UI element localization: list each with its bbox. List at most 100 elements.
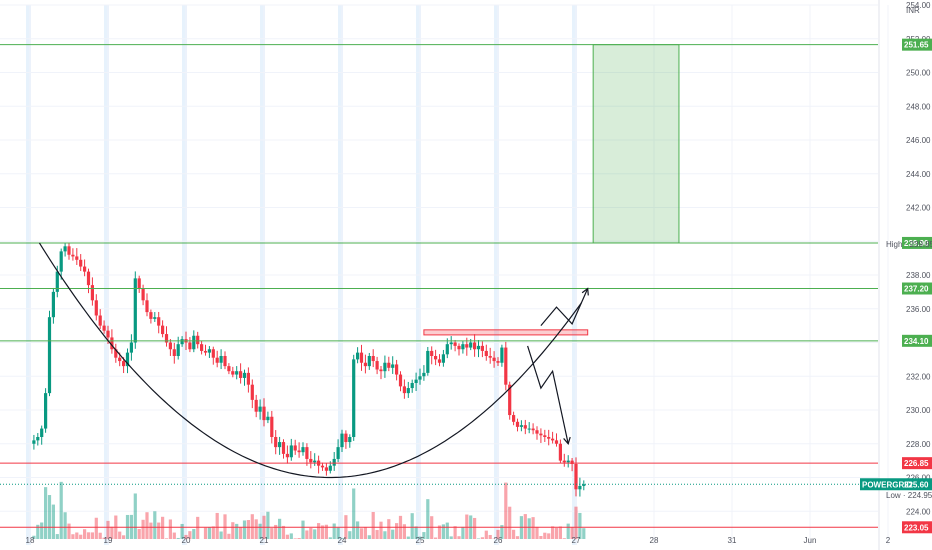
volume-bar (515, 536, 520, 539)
x-tick-label: 18 (26, 536, 35, 545)
volume-bar (457, 536, 461, 539)
volume-bar (527, 518, 531, 539)
volume-bar (531, 517, 535, 539)
time-axis[interactable]: 18 19 20 21 24 25 26 27 28 31 Jun 2 (26, 536, 891, 545)
volume-bar (543, 532, 547, 539)
volume-bar (118, 531, 122, 539)
volume-bar (309, 527, 313, 539)
volume-bar (285, 534, 289, 539)
volume-bar (36, 524, 40, 539)
candle-body (504, 347, 508, 385)
candle-body (223, 356, 227, 367)
candle-body (55, 271, 59, 292)
y-tick-label: 248.00 (906, 102, 931, 111)
volume-bar (414, 526, 418, 539)
volume-bar (352, 488, 356, 539)
volume-bar (332, 523, 336, 539)
candle-body (227, 366, 231, 372)
candle-body (44, 393, 48, 429)
horizontal-levels-layer (0, 44, 878, 528)
volume-bar (313, 529, 317, 539)
volume-bar (422, 532, 426, 539)
candle-body (305, 447, 309, 459)
candle-body (434, 356, 438, 360)
candle-body (515, 421, 520, 427)
y-tick-label: 242.00 (906, 204, 931, 213)
target-zone-box (592, 44, 680, 244)
volume-bar (465, 514, 469, 539)
candle-body (278, 442, 282, 448)
candle-body (36, 437, 40, 441)
volume-bar (227, 533, 231, 539)
x-tick-label: 21 (260, 536, 269, 545)
volume-bar (250, 514, 254, 539)
volume-bar (71, 534, 75, 539)
candle-body (430, 350, 434, 356)
volume-bar (47, 495, 52, 539)
candle-body (141, 288, 145, 301)
candle-body (309, 458, 313, 463)
candle-body (469, 342, 473, 348)
y-tick-label: 238.00 (906, 271, 931, 280)
x-tick-label: 26 (494, 536, 503, 545)
candle-body (418, 376, 422, 380)
volume-bar (219, 531, 223, 539)
volume-bar (317, 523, 321, 539)
x-tick-label: 20 (182, 536, 191, 545)
candle-body (500, 347, 504, 363)
volume-bar (157, 522, 161, 539)
candle-body (122, 361, 126, 367)
arrow-down-head (563, 436, 571, 445)
x-tick-label: 25 (416, 536, 425, 545)
volume-bar (79, 534, 83, 539)
y-tick-label: 236.00 (906, 305, 931, 314)
volume-bar (437, 525, 442, 539)
volume-bar (94, 517, 98, 539)
candle-body (67, 246, 71, 255)
volume-bar (67, 523, 71, 539)
arrow-down (527, 345, 569, 444)
candle-body (512, 415, 516, 422)
volume-bar (547, 533, 551, 539)
volume-bar (387, 519, 391, 539)
candle-body (348, 437, 352, 443)
volume-bar (461, 526, 465, 539)
volume-bar (192, 529, 196, 539)
candle-body (180, 339, 184, 345)
volume-bar (473, 517, 477, 539)
zone-layer (423, 44, 680, 336)
candle-body (125, 352, 130, 367)
candle-body (176, 344, 180, 356)
volume-bar (488, 534, 492, 539)
level-tag (902, 38, 932, 51)
candle-body (332, 458, 336, 466)
volume-bar (418, 536, 422, 539)
volume-bar (98, 532, 102, 539)
volume-bar (305, 530, 309, 539)
volume-bar (328, 537, 332, 539)
level-tag-label: 237.20 (904, 285, 929, 294)
candle-body (328, 465, 332, 471)
candle-body (449, 342, 453, 345)
price-axis[interactable]: 224.00226.00228.00230.00232.00234.00236.… (878, 0, 931, 550)
volume-bar (40, 522, 44, 539)
candle-body (414, 379, 418, 383)
symbol-tag-label: POWERGRID (862, 480, 912, 489)
volume-bar (410, 513, 414, 539)
volume-bar (63, 512, 67, 539)
x-tick-label: Jun (804, 536, 817, 545)
candle-body (90, 285, 94, 301)
candle-body (293, 445, 297, 451)
candle-body (535, 430, 539, 434)
candle-body (281, 442, 286, 454)
x-tick-label: 27 (572, 536, 581, 545)
candle-body (270, 416, 274, 437)
candle-body (461, 344, 465, 350)
volume-bar (55, 534, 59, 539)
volume-bar (270, 528, 274, 539)
candle-body (484, 350, 488, 356)
candle-body (114, 349, 118, 358)
candle-body (356, 352, 360, 360)
candle-body (196, 335, 200, 345)
